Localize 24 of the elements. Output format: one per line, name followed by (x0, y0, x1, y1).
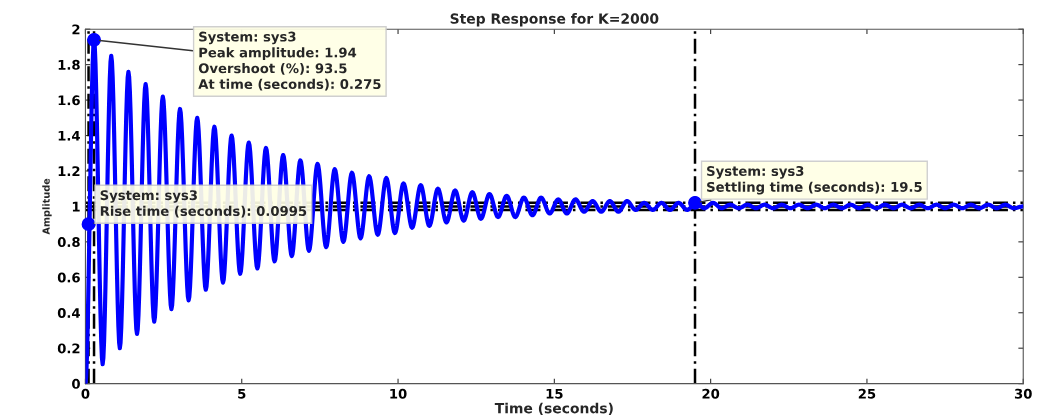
y-tick-label: 1.8 (58, 59, 80, 70)
chart-title: Step Response for K=2000 (450, 13, 659, 27)
y-tick-label: 2 (72, 24, 80, 35)
y-tick-label: 0.4 (57, 307, 80, 318)
y-tick-label: 1.6 (58, 95, 80, 106)
y-tick-label: 1.4 (58, 130, 80, 141)
y-tick-label: 0.2 (57, 343, 80, 354)
x-tick-label: 30 (1014, 388, 1032, 399)
x-tick-label: 15 (546, 388, 563, 399)
x-tick-label: 10 (390, 388, 407, 399)
x-tick-label: 25 (858, 388, 876, 399)
x-axis-title: Time (seconds) (494, 402, 613, 416)
y-tick-label: 1 (72, 201, 80, 212)
y-tick-label: 0.8 (57, 237, 80, 248)
y-axis-title: Amplitude (42, 178, 52, 235)
x-tick-label: 0 (81, 388, 90, 399)
annotation: System: sys3 Peak amplitude: 1.94 Overshoot (%): 93.5 At time (seconds): 0.275 (198, 31, 381, 91)
x-tick-label: 5 (238, 388, 246, 399)
x-tick-label: 20 (702, 388, 720, 399)
annotation: System: sys3 Rise time (seconds): 0.0995 (100, 190, 307, 218)
y-tick-label: 0 (72, 378, 80, 389)
y-tick-label: 0.6 (57, 272, 80, 283)
annotation: System: sys3 Settling time (seconds): 19.5 (707, 166, 922, 195)
y-tick-label: 1.2 (58, 166, 80, 176)
